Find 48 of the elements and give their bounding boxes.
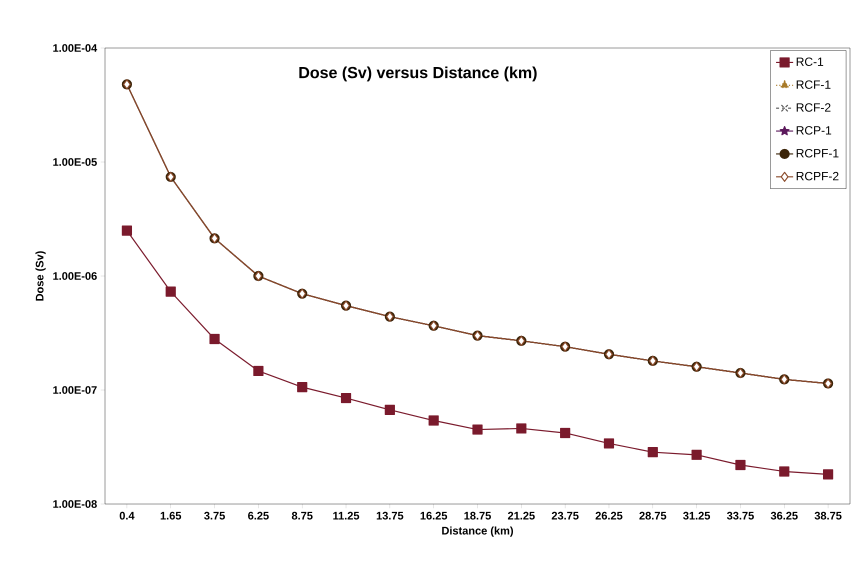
point [253, 366, 264, 376]
point [735, 460, 746, 470]
legend-label: RCPF-2 [796, 172, 838, 180]
point [122, 226, 132, 236]
x-tick-label: 0.4 [120, 512, 134, 520]
y-tick-label: 1.00E-08 [53, 500, 97, 508]
legend-label: RC-1 [796, 57, 824, 66]
x-tick-label: 33.75 [726, 512, 754, 520]
text: Dose (Sv) versus Distance (km) [299, 66, 537, 82]
point [822, 469, 834, 480]
point [648, 447, 658, 458]
point [560, 428, 570, 438]
x-tick-label: 21.25 [508, 512, 535, 520]
point [340, 392, 352, 404]
x-tick-label: 13.75 [376, 512, 404, 520]
point [604, 438, 614, 449]
x-tick-label: 6.25 [248, 512, 269, 520]
x-tick-label: 36.25 [770, 512, 798, 520]
x-tick-label: 1.65 [160, 512, 182, 520]
x-tick-label: 11.25 [333, 512, 360, 520]
x-axis-title: Distance (km) [442, 526, 514, 537]
legend-label: RCPF-1 [796, 149, 838, 158]
point [692, 450, 702, 460]
point [516, 423, 526, 434]
y-tick-label: 1.00E-04 [53, 44, 98, 52]
x-tick-label: 26.25 [596, 512, 622, 520]
y-tick-label: 1.00E-05 [53, 158, 97, 166]
point [209, 334, 220, 344]
y-tick-label: 1.00E-07 [53, 386, 97, 394]
point [384, 404, 395, 415]
x-tick-label: 23.75 [552, 512, 579, 520]
x-tick-label: 38.75 [814, 512, 842, 520]
point [428, 415, 439, 426]
x-tick-label: 31.25 [683, 512, 710, 520]
point [779, 466, 790, 477]
x-tick-label: 28.75 [639, 512, 666, 520]
point [297, 382, 308, 392]
legend-label: RCF-1 [796, 80, 830, 89]
x-tick-label: 3.75 [204, 512, 225, 520]
legend-label: RCF-2 [796, 103, 830, 112]
y-tick-label: 1.00E-06 [53, 272, 97, 280]
point [472, 424, 483, 435]
x-tick-label: 18.75 [464, 512, 491, 520]
point [166, 286, 176, 297]
y-axis-title: Dose (Sv) [35, 251, 46, 301]
legend-label: RCP-1 [796, 126, 832, 135]
x-tick-label: 16.25 [420, 512, 448, 520]
x-tick-label: 8.75 [292, 512, 313, 520]
